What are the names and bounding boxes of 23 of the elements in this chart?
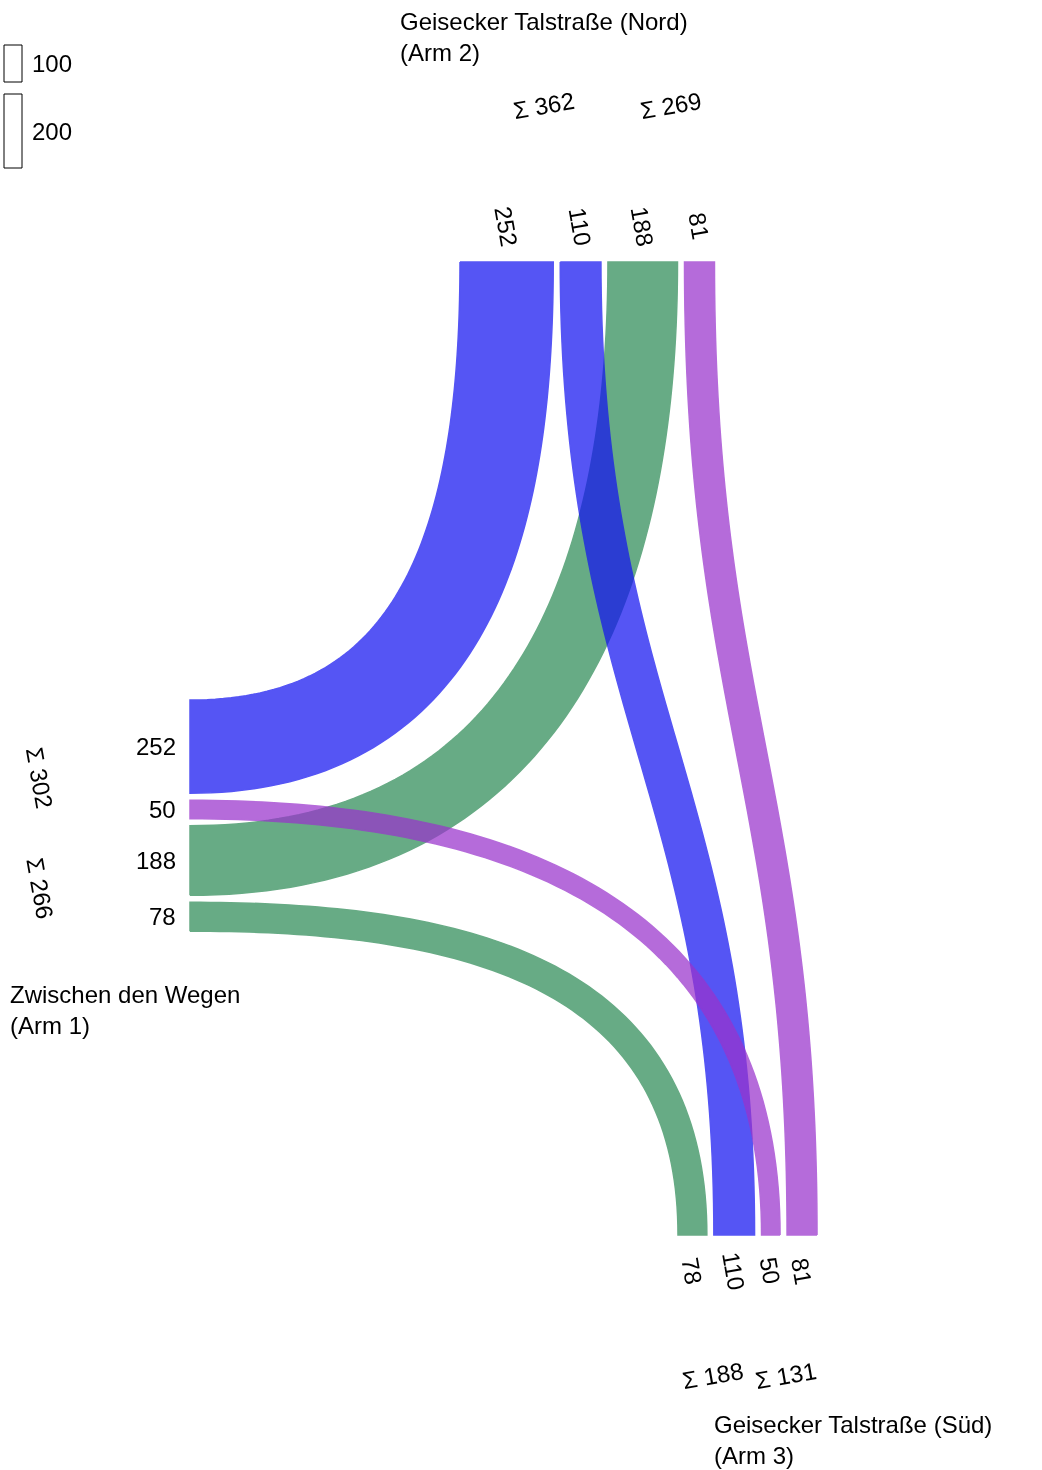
text: Σ 266 (21, 855, 59, 922)
data-label: 78 (676, 1255, 708, 1287)
text: 188 (136, 847, 177, 874)
text: 78 (149, 903, 176, 930)
text: Σ 362 (511, 86, 577, 125)
data-label: 50 (149, 796, 176, 823)
text: 50 (754, 1255, 786, 1287)
data-label: 110 (717, 1249, 751, 1293)
data-label: 188 (625, 204, 660, 249)
category-label: Geisecker Talstraße (Süd) (Arm 3) (714, 1411, 993, 1470)
data-label: 252 (136, 733, 177, 760)
text: Σ 131 (753, 1356, 819, 1395)
text: Σ 188 (680, 1356, 746, 1395)
text: 252 (489, 204, 523, 249)
text: 200 (32, 118, 73, 145)
text: 81 (786, 1255, 818, 1287)
text: Σ 302 (20, 745, 59, 811)
category-label: Geisecker Talstraße (Nord) (Arm 2) (400, 8, 688, 67)
text: 110 (563, 205, 597, 248)
category-label: Zwischen den Wegen (Arm 1) (10, 981, 241, 1040)
text: 100 (32, 50, 73, 77)
text: Σ 269 (638, 86, 704, 125)
data-label: 81 (683, 210, 715, 242)
